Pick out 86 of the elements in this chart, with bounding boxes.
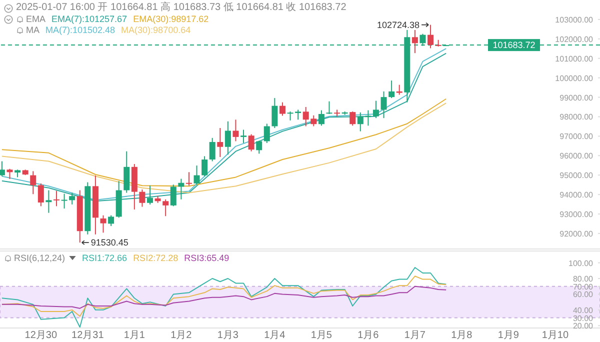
candlestick — [53, 190, 60, 207]
candlestick — [30, 170, 36, 195]
candlestick — [38, 182, 44, 207]
y-tick-label: 30.00 — [572, 314, 594, 323]
candlestick — [124, 150, 130, 194]
candlestick — [108, 214, 114, 227]
candlestick — [147, 185, 153, 205]
y-tick-label: 103000.00 — [555, 15, 594, 24]
text: RSI3:65.49 — [184, 253, 230, 263]
candlestick — [334, 109, 340, 117]
x-tick-label: 12月31 — [72, 330, 104, 341]
y-tick-label: 101000.00 — [555, 54, 594, 64]
candlestick — [69, 192, 76, 205]
candlestick — [232, 119, 239, 142]
candlestick — [428, 24, 434, 49]
candlestick — [396, 84, 402, 96]
candlestick — [380, 90, 387, 119]
candlestick — [224, 120, 231, 156]
x-tick-label: 1月8 — [451, 330, 473, 341]
annotation: 102724.38 — [376, 20, 420, 30]
x-tick-label: 1月2 — [170, 330, 192, 341]
candlestick — [240, 129, 247, 144]
y-tick-label: 20.00 — [572, 322, 594, 331]
candlestick — [318, 110, 324, 126]
annotation: 91530.45 — [90, 238, 128, 248]
candlestick — [412, 29, 418, 54]
y-tick-label: 40.00 — [572, 306, 594, 315]
candlestick — [279, 102, 286, 116]
annotation: RSI(6,12,24) — [14, 253, 66, 263]
annotation: MA — [26, 25, 40, 35]
line-series — [1, 267, 447, 328]
text: MA(7):101502.48 — [46, 25, 116, 35]
x-tick-label: 1月10 — [542, 330, 569, 341]
candlestick — [350, 110, 356, 126]
x-tick-label: 1月6 — [358, 330, 380, 341]
text: RSI1:72.66 — [82, 253, 128, 263]
x-tick-label: 1月1 — [124, 330, 146, 341]
y-tick-label: 100.00 — [568, 258, 594, 268]
candlestick — [202, 156, 208, 177]
text: MA(30):98700.64 — [121, 25, 191, 35]
candlestick — [46, 190, 52, 214]
candlestick — [100, 214, 106, 234]
y-tick-label: 100000.00 — [555, 74, 594, 83]
y-tick-label: 80.00 — [572, 274, 594, 284]
y-tick-label: 60.00 — [572, 290, 594, 300]
x-tick-label: 1月9 — [498, 330, 520, 341]
candlestick — [272, 98, 278, 128]
candlestick — [170, 184, 176, 207]
x-tick-label: 1月3 — [217, 330, 239, 341]
x-tick-label: 12月30 — [24, 330, 58, 341]
candlestick — [256, 140, 262, 154]
candlestick — [139, 188, 146, 208]
x-tick-label: 1月5 — [310, 330, 332, 341]
x-tick-label: 1月4 — [264, 330, 286, 341]
y-tick-label: 97000.00 — [560, 132, 594, 142]
candlestick — [217, 128, 224, 158]
text: RSI2:72.28 — [133, 253, 178, 263]
annotation: 2025-01-07 16:00 开 101664.81 高 101683.73 低 101664.81 收 101683.72 — [16, 2, 346, 13]
y-tick-label: 99000.00 — [560, 93, 594, 102]
candlestick — [209, 137, 216, 162]
annotation: EMA — [26, 14, 46, 24]
y-tick-label: 70.00 — [572, 282, 594, 292]
y-tick-label: 94000.00 — [560, 190, 594, 200]
candlestick — [248, 134, 254, 152]
candlestick — [178, 178, 184, 200]
y-tick-label: 102000.00 — [555, 34, 594, 44]
y-tick-label: 96000.00 — [560, 152, 594, 161]
y-tick-label: 95000.00 — [560, 171, 594, 180]
x-tick-label: 1月7 — [404, 330, 426, 341]
text: EMA(30):98917.62 — [133, 14, 209, 24]
y-tick-label: 98000.00 — [560, 112, 594, 122]
candlestick — [326, 100, 332, 114]
candlestick — [6, 168, 13, 180]
candlestick — [61, 193, 68, 210]
y-tick-label: 93000.00 — [560, 210, 594, 219]
text: EMA(7):101257.67 — [52, 14, 128, 24]
candlestick — [264, 123, 270, 144]
y-tick-label: 92000.00 — [560, 229, 594, 238]
candlestick — [162, 198, 169, 217]
candlestick — [388, 80, 395, 99]
candlestick — [194, 165, 200, 186]
candlestick — [372, 100, 379, 119]
candlestick — [186, 172, 192, 186]
candlestick — [0, 160, 5, 177]
line-series — [1, 286, 447, 309]
ref-line-label: 101683.72 — [492, 40, 536, 50]
